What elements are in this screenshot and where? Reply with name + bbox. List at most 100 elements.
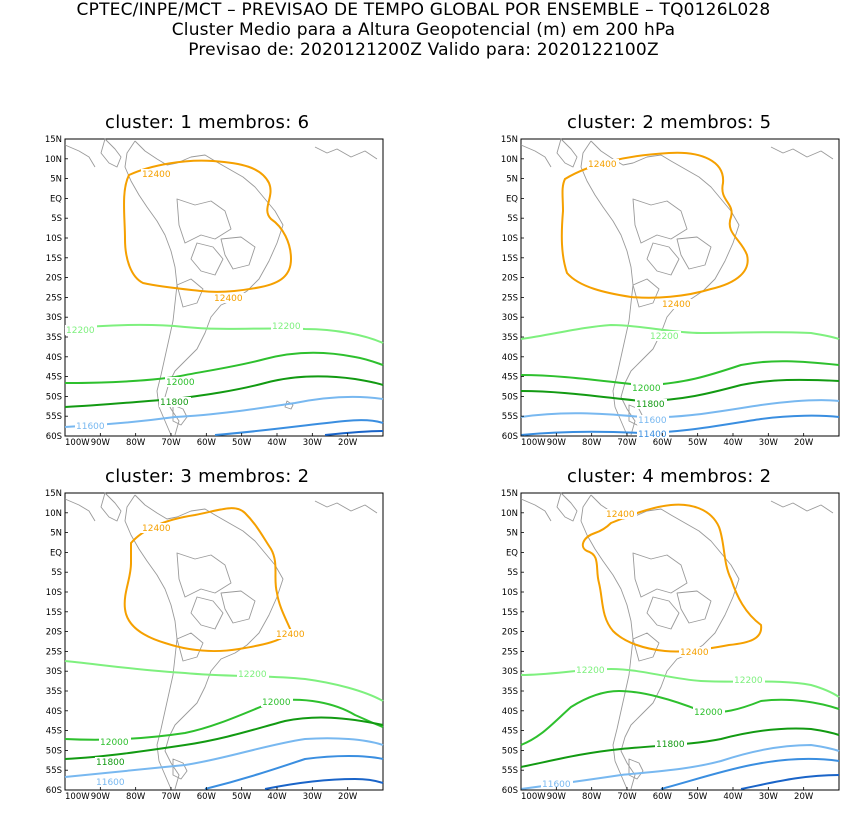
lat-tick-label: 5S xyxy=(507,568,518,578)
lat-tick-label: 10S xyxy=(46,588,62,598)
lat-tick-label: 15S xyxy=(502,608,518,618)
lat-tick-label: 35S xyxy=(46,687,62,697)
lat-tick-label: 40S xyxy=(502,707,518,717)
contour-11400 xyxy=(204,755,384,790)
lon-tick-label: 40W xyxy=(267,438,287,448)
lat-tick-label: 60S xyxy=(502,432,518,442)
lon-tick-label: 50W xyxy=(232,792,252,802)
lon-tick-label: 80W xyxy=(582,438,602,448)
panel-title: cluster: 2 membros: 5 xyxy=(567,112,772,133)
lat-tick-label: EQ xyxy=(506,548,518,558)
lat-tick-label: 55S xyxy=(502,766,518,776)
contour-label: 11400 xyxy=(638,430,667,440)
contour-label: 11800 xyxy=(160,398,189,408)
lat-tick-label: 20S xyxy=(502,274,518,284)
lon-tick-label: 50W xyxy=(232,438,252,448)
contour-12200 xyxy=(520,667,840,698)
lat-tick-label: 35S xyxy=(502,687,518,697)
lat-tick-label: EQ xyxy=(50,194,62,204)
lat-tick-label: 60S xyxy=(46,432,62,442)
panel-title: cluster: 1 membros: 6 xyxy=(105,112,310,133)
lon-tick-label: 100W xyxy=(65,792,90,802)
contour-11600 xyxy=(64,395,384,428)
lat-tick-label: 15S xyxy=(46,608,62,618)
contour-12200 xyxy=(64,660,384,702)
map-frame xyxy=(520,492,840,791)
contour-label: 11800 xyxy=(656,740,685,750)
lat-tick-label: 10N xyxy=(45,155,62,165)
lat-tick-label: 15S xyxy=(502,254,518,264)
map-frame xyxy=(520,138,840,437)
panel-cluster-4: cluster: 4 membros: 2 xyxy=(424,466,844,801)
lat-tick-label: 15S xyxy=(46,254,62,264)
lon-tick-label: 30W xyxy=(303,438,323,448)
lon-tick-label: 30W xyxy=(759,792,779,802)
lat-tick-label: 5N xyxy=(50,175,62,185)
map-cluster-3: 12400 12400 12200 12000 12000 11800 1160… xyxy=(45,489,384,802)
lat-tick-label: 10N xyxy=(45,509,62,519)
lat-tick-label: 45S xyxy=(46,727,62,737)
lat-tick-label: 15N xyxy=(501,135,518,145)
lat-tick-label: 30S xyxy=(502,313,518,323)
lat-tick-label: 10S xyxy=(46,234,62,244)
lat-tick-label: 5S xyxy=(51,214,62,224)
lon-tick-label: 100W xyxy=(65,438,90,448)
contour-12400 xyxy=(560,151,749,299)
lat-tick-label: 5S xyxy=(507,214,518,224)
lon-tick-label: 60W xyxy=(653,792,673,802)
map-frame xyxy=(64,138,384,437)
lat-tick-label: 35S xyxy=(46,333,62,343)
lat-tick-label: 25S xyxy=(502,647,518,657)
contour-11200 xyxy=(324,430,384,436)
header-line-2: Cluster Medio para a Altura Geopotencial… xyxy=(171,20,676,40)
contour-label: 11600 xyxy=(638,416,667,426)
contour-label: 11800 xyxy=(96,758,125,768)
lat-tick-label: 10S xyxy=(502,588,518,598)
lat-tick-label: 20S xyxy=(46,628,62,638)
contour-label: 12400 xyxy=(214,294,243,304)
contour-label: 12200 xyxy=(650,332,679,342)
panel-title: cluster: 4 membros: 2 xyxy=(567,466,772,487)
panel-title: cluster: 3 membros: 2 xyxy=(105,466,310,487)
lon-tick-label: 70W xyxy=(617,792,637,802)
contour-11800 xyxy=(520,378,840,403)
lat-tick-label: 50S xyxy=(46,392,62,402)
contour-label: 12000 xyxy=(166,378,195,388)
lat-tick-label: EQ xyxy=(50,548,62,558)
contour-label: 12400 xyxy=(606,510,635,520)
lon-tick-label: 90W xyxy=(91,438,111,448)
lat-tick-label: EQ xyxy=(506,194,518,204)
contour-label: 12400 xyxy=(142,524,171,534)
lon-tick-label: 100W xyxy=(521,438,546,448)
contour-label: 12200 xyxy=(238,670,267,680)
lat-tick-label: 45S xyxy=(502,373,518,383)
lat-tick-label: 25S xyxy=(502,293,518,303)
panel-cluster-3: cluster: 3 membros: 2 xyxy=(0,466,420,801)
contour-label: 12200 xyxy=(272,322,301,332)
lon-tick-label: 50W xyxy=(688,792,708,802)
lat-tick-label: 25S xyxy=(46,293,62,303)
contour-12400 xyxy=(581,503,763,653)
contour-label: 12400 xyxy=(142,170,171,180)
lat-tick-label: 50S xyxy=(502,392,518,402)
lat-tick-label: 20S xyxy=(502,628,518,638)
lon-tick-label: 60W xyxy=(197,438,217,448)
lon-tick-label: 50W xyxy=(688,438,708,448)
lon-tick-label: 60W xyxy=(653,438,673,448)
contour-label: 12000 xyxy=(694,708,723,718)
lat-tick-label: 10N xyxy=(501,155,518,165)
lon-tick-label: 90W xyxy=(547,438,567,448)
figure-header: CPTEC/INPE/MCT – PREVISAO DE TEMPO GLOBA… xyxy=(0,0,847,60)
contour-11600 xyxy=(520,399,840,419)
lon-tick-label: 40W xyxy=(723,792,743,802)
contour-12000 xyxy=(520,360,840,387)
lon-tick-label: 70W xyxy=(617,438,637,448)
map-cluster-1: 12400 12400 12200 12200 12000 11800 1160… xyxy=(45,135,384,448)
panel-cluster-1: cluster: 1 membros: 6 xyxy=(0,112,420,447)
contour-11800 xyxy=(520,727,840,768)
lon-tick-label: 60W xyxy=(197,792,217,802)
lat-tick-label: 55S xyxy=(502,412,518,422)
contour-12400 xyxy=(123,507,293,652)
lon-tick-label: 80W xyxy=(126,438,146,448)
contour-label: 11600 xyxy=(96,778,125,788)
